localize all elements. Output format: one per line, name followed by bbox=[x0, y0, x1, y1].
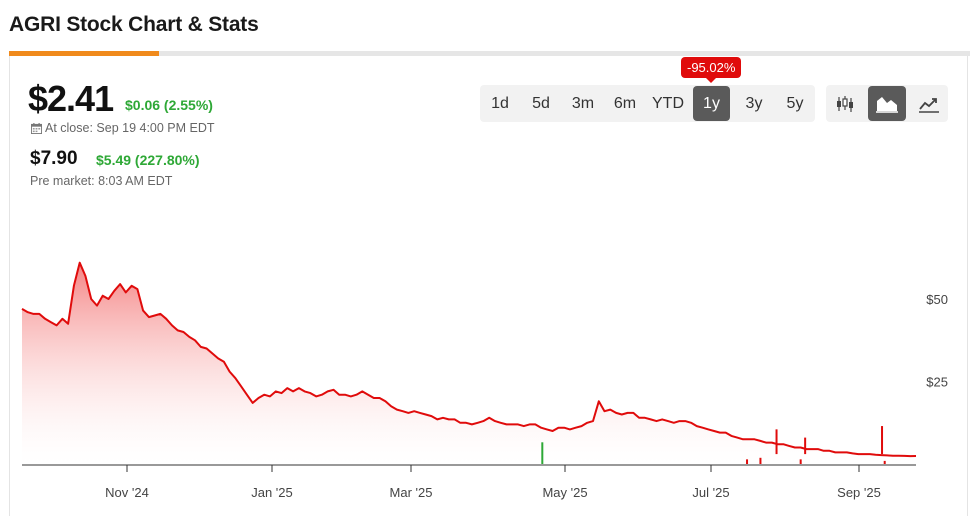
range-1d-button[interactable]: 1d bbox=[491, 95, 509, 112]
line-chart-button[interactable] bbox=[910, 85, 948, 122]
close-label: At close: Sep 19 4:00 PM EDT bbox=[45, 121, 215, 135]
x-tick-label-3: May '25 bbox=[542, 485, 587, 500]
range-3y-button[interactable]: 3y bbox=[745, 95, 763, 112]
close-info: At close: Sep 19 4:00 PM EDT bbox=[31, 121, 215, 135]
range-6m-button[interactable]: 6m bbox=[613, 95, 637, 112]
premarket-label: Pre market: 8:03 AM EDT bbox=[30, 174, 173, 188]
price-line bbox=[21, 261, 917, 458]
y-tick-label-0: $50 bbox=[926, 292, 948, 307]
page-title: AGRI Stock Chart & Stats bbox=[9, 13, 259, 36]
premarket-price: $7.90 bbox=[30, 148, 78, 169]
candlestick-icon bbox=[837, 95, 853, 112]
last-price: $2.41 bbox=[28, 78, 114, 119]
range-5d-button[interactable]: 5d bbox=[532, 95, 550, 112]
range-selector: 1d 5d 3m 6m YTD 1y 3y 5y bbox=[480, 85, 815, 122]
price-change: $0.06 (2.55%) bbox=[125, 97, 213, 113]
line-chart-icon bbox=[919, 97, 939, 113]
candlestick-button[interactable] bbox=[826, 85, 864, 122]
x-tick-label-2: Mar '25 bbox=[390, 485, 433, 500]
range-3m-button[interactable]: 3m bbox=[571, 95, 595, 112]
range-5y-button[interactable]: 5y bbox=[786, 95, 804, 112]
section-rule bbox=[9, 51, 970, 56]
calendar-icon bbox=[31, 122, 42, 134]
chart-type-selector bbox=[826, 85, 948, 122]
range-ytd-button[interactable]: YTD bbox=[652, 95, 684, 112]
premarket-change: $5.49 (227.80%) bbox=[96, 152, 200, 168]
section-rule-accent bbox=[9, 51, 159, 56]
x-tick-label-1: Jan '25 bbox=[251, 485, 293, 500]
x-tick-label-5: Sep '25 bbox=[837, 485, 881, 500]
chart-card bbox=[9, 56, 968, 516]
x-tick-label-0: Nov '24 bbox=[105, 485, 149, 500]
area-chart-button[interactable] bbox=[868, 86, 906, 121]
y-tick-label-1: $25 bbox=[926, 375, 948, 390]
area-chart-icon bbox=[876, 96, 898, 113]
range-1y-button[interactable]: 1y bbox=[693, 86, 730, 121]
price-area bbox=[22, 262, 916, 464]
performance-badge: -95.02% bbox=[681, 57, 742, 83]
x-tick-label-4: Jul '25 bbox=[692, 485, 729, 500]
